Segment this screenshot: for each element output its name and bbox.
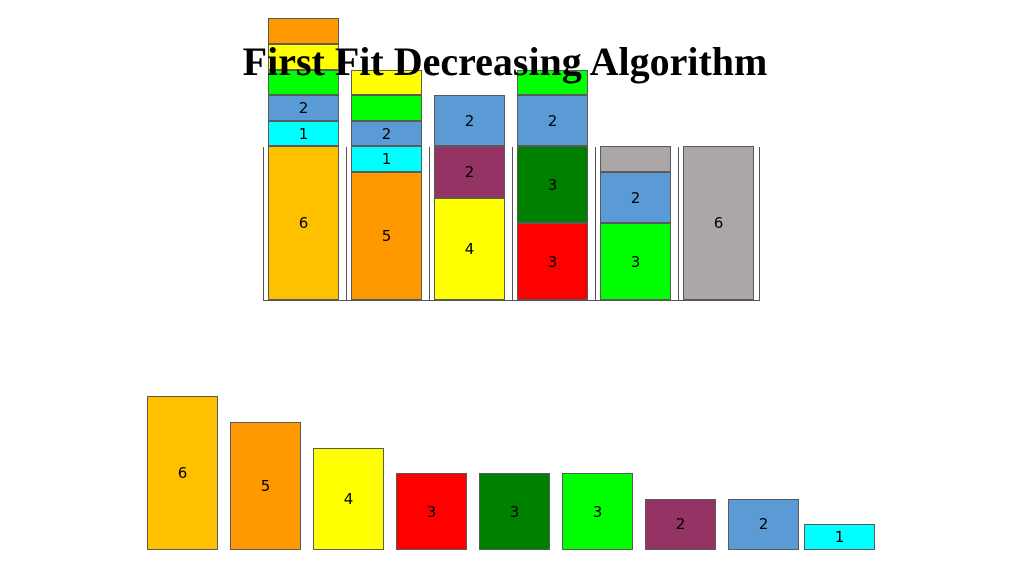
block-label: 1 bbox=[834, 528, 845, 547]
bin-2-block: 2 bbox=[351, 120, 422, 147]
bin-4-block: 3 bbox=[517, 146, 588, 224]
bin-3-block: 4 bbox=[434, 197, 505, 300]
bin-1-block bbox=[268, 69, 339, 96]
item-block: 5 bbox=[230, 422, 301, 550]
item-block: 6 bbox=[147, 396, 218, 550]
bin-6-block: 6 bbox=[683, 146, 754, 300]
bin-wall bbox=[512, 147, 513, 300]
block-label: 6 bbox=[177, 464, 188, 483]
block-label: 2 bbox=[464, 162, 475, 181]
block-label: 2 bbox=[381, 124, 392, 143]
block-label: 3 bbox=[592, 502, 603, 521]
item-block: 3 bbox=[396, 473, 467, 550]
block-label: 4 bbox=[343, 489, 354, 508]
item-block: 3 bbox=[562, 473, 633, 550]
bin-wall bbox=[678, 147, 679, 300]
bin-1-block: 6 bbox=[268, 146, 339, 300]
block-label: 1 bbox=[381, 150, 392, 169]
block-label: 2 bbox=[758, 515, 769, 534]
block-label: 2 bbox=[464, 111, 475, 130]
block-label: 2 bbox=[630, 188, 641, 207]
block-label: 3 bbox=[509, 502, 520, 521]
block-label: 3 bbox=[547, 252, 558, 271]
bin-3-block: 2 bbox=[434, 146, 505, 198]
bin-1-block bbox=[268, 18, 339, 44]
bin-2-block: 5 bbox=[351, 172, 422, 300]
bin-5-block: 2 bbox=[600, 172, 671, 224]
bin-2-block bbox=[351, 69, 422, 96]
bin-1-block: 1 bbox=[268, 120, 339, 147]
item-block: 1 bbox=[804, 524, 875, 550]
block-label: 4 bbox=[464, 239, 475, 258]
block-label: 6 bbox=[713, 214, 724, 233]
bin-5-block bbox=[600, 146, 671, 172]
block-label: 3 bbox=[547, 175, 558, 194]
bin-wall bbox=[595, 147, 596, 300]
block-label: 3 bbox=[630, 252, 641, 271]
block-label: 3 bbox=[426, 502, 437, 521]
bin-wall bbox=[346, 147, 347, 300]
item-block: 3 bbox=[479, 473, 550, 550]
block-label: 1 bbox=[298, 124, 309, 143]
block-label: 2 bbox=[298, 98, 309, 117]
block-label: 2 bbox=[675, 515, 686, 534]
bin-2-block bbox=[351, 95, 422, 121]
bin-wall bbox=[429, 147, 430, 300]
block-label: 6 bbox=[298, 214, 309, 233]
bin-wall bbox=[263, 147, 264, 300]
item-block: 4 bbox=[313, 447, 384, 550]
bin-4-block: 3 bbox=[517, 223, 588, 300]
bin-wall bbox=[759, 147, 760, 300]
bin-4-block bbox=[517, 69, 588, 96]
bin-4-block: 2 bbox=[517, 95, 588, 147]
bin-1-block bbox=[268, 44, 339, 70]
block-label: 5 bbox=[260, 477, 271, 495]
bin-floor bbox=[263, 300, 760, 301]
bin-5-block: 3 bbox=[600, 223, 671, 300]
bin-2-block: 1 bbox=[351, 146, 422, 172]
item-block: 2 bbox=[728, 498, 799, 550]
bin-1-block: 2 bbox=[268, 95, 339, 121]
bin-3-block: 2 bbox=[434, 95, 505, 147]
slide-title: First Fit Decreasing Algorithm bbox=[242, 39, 768, 84]
item-block: 2 bbox=[645, 498, 716, 550]
block-label: 2 bbox=[547, 111, 558, 130]
block-label: 5 bbox=[381, 227, 392, 245]
